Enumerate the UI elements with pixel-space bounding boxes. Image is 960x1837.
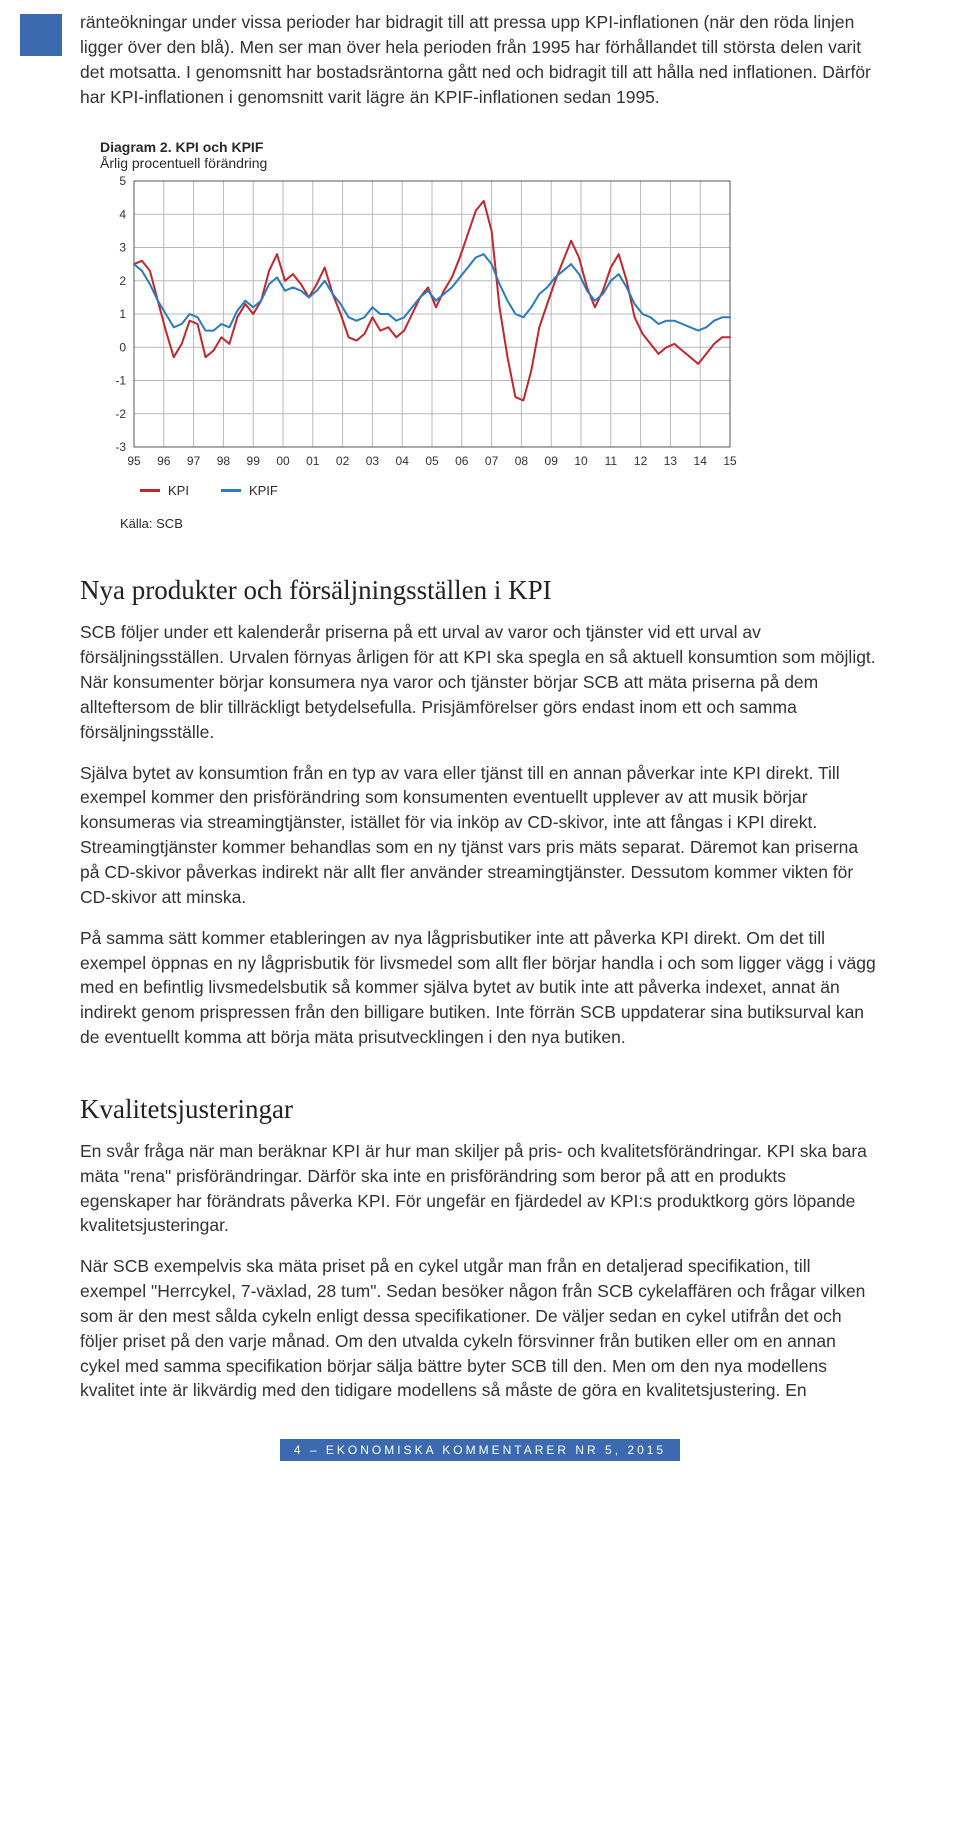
legend-swatch-kpif	[221, 489, 241, 492]
svg-text:05: 05	[425, 454, 439, 468]
chart-title: Diagram 2. KPI och KPIF Årlig procentuel…	[100, 139, 880, 171]
section1-p3: På samma sätt kommer etableringen av nya…	[80, 926, 880, 1050]
svg-text:-1: -1	[115, 374, 126, 388]
legend-swatch-kpi	[140, 489, 160, 492]
svg-text:96: 96	[157, 454, 171, 468]
chart-subtitle: Årlig procentuell förändring	[100, 155, 267, 171]
svg-text:1: 1	[119, 307, 126, 321]
svg-text:13: 13	[664, 454, 678, 468]
svg-text:10: 10	[574, 454, 588, 468]
chart-source: Källa: SCB	[100, 516, 880, 531]
intro-paragraph: ränteökningar under vissa perioder har b…	[80, 10, 880, 109]
svg-text:14: 14	[694, 454, 708, 468]
svg-text:00: 00	[276, 454, 290, 468]
svg-text:-2: -2	[115, 407, 126, 421]
svg-text:11: 11	[605, 454, 618, 468]
footer-text: 4 – EKONOMISKA KOMMENTARER NR 5, 2015	[280, 1439, 680, 1461]
svg-text:-3: -3	[115, 440, 126, 454]
chart-title-bold: Diagram 2. KPI och KPIF	[100, 139, 263, 155]
svg-text:2: 2	[119, 274, 126, 288]
svg-text:99: 99	[247, 454, 261, 468]
svg-text:01: 01	[306, 454, 320, 468]
svg-text:3: 3	[119, 241, 126, 255]
svg-text:03: 03	[366, 454, 380, 468]
chart-diagram-2: Diagram 2. KPI och KPIF Årlig procentuel…	[100, 139, 880, 531]
section2-p1: En svår fråga när man beräknar KPI är hu…	[80, 1139, 880, 1238]
svg-text:4: 4	[119, 208, 126, 222]
decorative-square-icon	[20, 14, 62, 56]
svg-text:09: 09	[545, 454, 559, 468]
legend-item-kpi: KPI	[140, 483, 189, 498]
section1-p1: SCB följer under ett kalenderår priserna…	[80, 620, 880, 744]
svg-text:5: 5	[119, 174, 126, 188]
svg-text:15: 15	[723, 454, 737, 468]
section1-p2: Själva bytet av konsumtion från en typ a…	[80, 761, 880, 910]
intro-block: ränteökningar under vissa perioder har b…	[80, 10, 880, 109]
legend-item-kpif: KPIF	[221, 483, 278, 498]
svg-text:95: 95	[127, 454, 141, 468]
svg-text:0: 0	[119, 341, 126, 355]
chart-legend: KPI KPIF	[100, 483, 880, 498]
svg-text:08: 08	[515, 454, 529, 468]
section2-p2: När SCB exempelvis ska mäta priset på en…	[80, 1254, 880, 1403]
svg-text:12: 12	[634, 454, 648, 468]
svg-text:97: 97	[187, 454, 201, 468]
svg-text:02: 02	[336, 454, 350, 468]
legend-label-kpif: KPIF	[249, 483, 278, 498]
section-heading-quality: Kvalitetsjusteringar	[80, 1094, 880, 1125]
svg-text:07: 07	[485, 454, 499, 468]
legend-label-kpi: KPI	[168, 483, 189, 498]
line-chart-svg: -3-2-10123459596979899000102030405060708…	[100, 173, 740, 473]
section-heading-products: Nya produkter och försäljningsställen i …	[80, 575, 880, 606]
page-footer: 4 – EKONOMISKA KOMMENTARER NR 5, 2015	[80, 1439, 880, 1461]
svg-text:98: 98	[217, 454, 231, 468]
svg-text:04: 04	[396, 454, 410, 468]
svg-text:06: 06	[455, 454, 469, 468]
